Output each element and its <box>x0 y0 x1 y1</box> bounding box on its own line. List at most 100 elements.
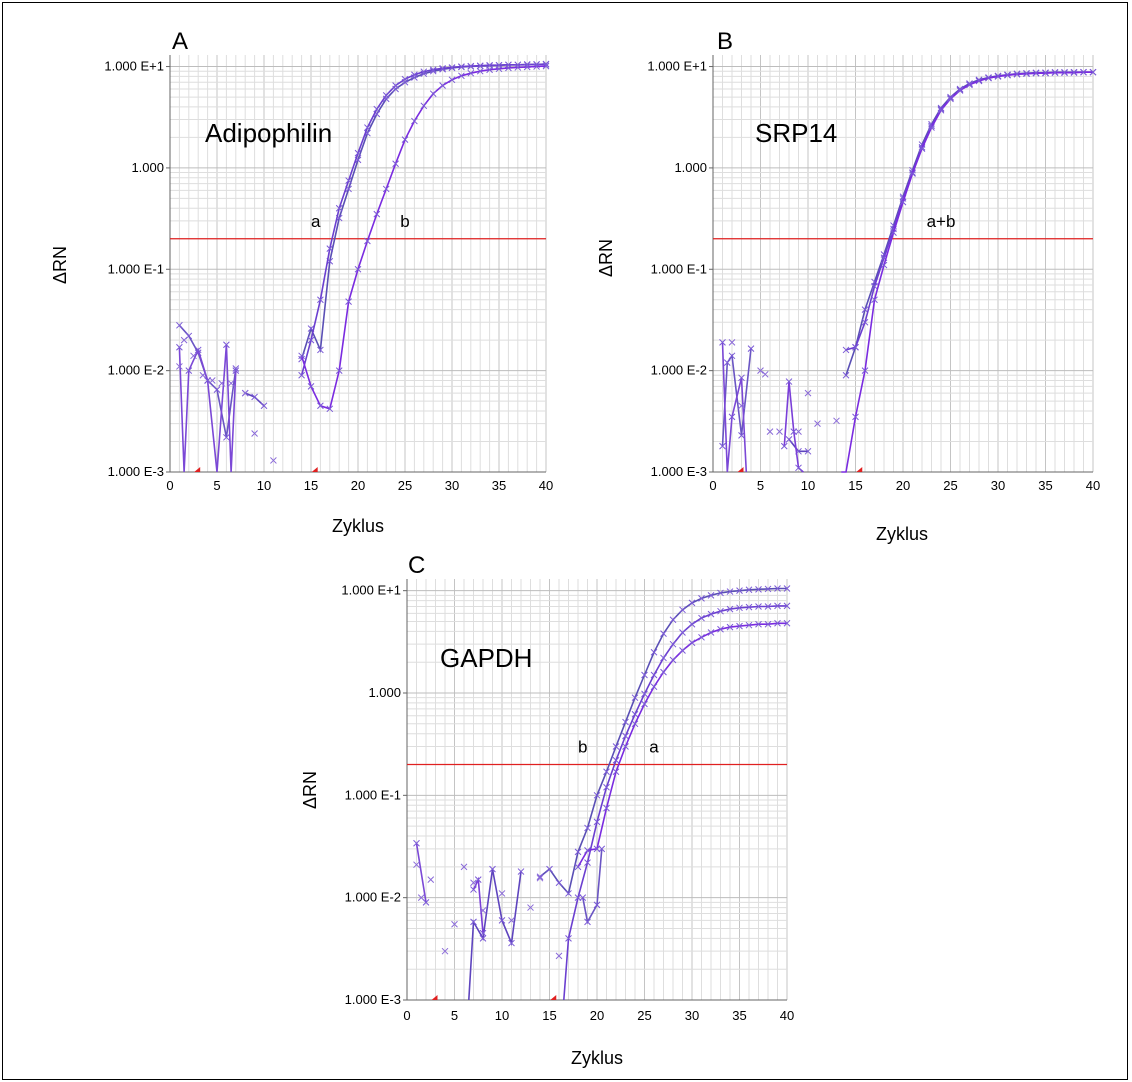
x-tick-label: 10 <box>257 478 271 493</box>
series-line <box>468 868 522 1001</box>
data-point <box>382 91 390 99</box>
x-tick-label: 10 <box>801 478 815 493</box>
data-point <box>584 918 591 926</box>
data-point <box>429 66 437 74</box>
data-point <box>890 229 897 236</box>
data-point <box>317 296 324 304</box>
data-point <box>738 374 745 382</box>
data-point <box>190 352 197 360</box>
data-point <box>679 629 686 636</box>
data-point <box>755 620 762 628</box>
data-point <box>176 363 183 370</box>
data-point <box>719 442 726 450</box>
curve-annotation: a <box>311 212 321 231</box>
data-point <box>593 901 601 909</box>
data-point <box>641 690 648 698</box>
data-point <box>413 839 420 847</box>
data-point <box>498 890 506 897</box>
baseline-marker <box>737 467 744 472</box>
y-tick-label: 1.000 E-3 <box>651 464 707 479</box>
data-point <box>650 648 658 656</box>
data-point <box>1042 69 1049 77</box>
data-point <box>795 464 802 472</box>
data-point <box>354 265 362 273</box>
data-point <box>785 435 793 443</box>
data-point <box>783 619 791 627</box>
x-tick-label: 40 <box>539 478 553 493</box>
data-point <box>460 863 468 871</box>
grid <box>712 55 1094 473</box>
data-point <box>764 585 772 593</box>
data-point <box>783 602 791 610</box>
data-point <box>861 318 869 326</box>
data-point <box>382 185 390 193</box>
data-point <box>780 442 788 450</box>
data-point <box>966 81 973 89</box>
data-point <box>335 367 343 374</box>
data-point <box>420 68 428 76</box>
data-point <box>533 63 540 70</box>
y-tick-label: 1.000 <box>131 160 164 175</box>
x-tick-label: 20 <box>896 478 910 493</box>
data-point <box>411 117 418 125</box>
y-tick-label: 1.000 E-1 <box>345 787 401 802</box>
data-point <box>612 756 620 764</box>
data-point <box>326 245 334 252</box>
data-point <box>470 918 477 926</box>
gene-title: SRP14 <box>755 118 837 148</box>
x-tick-label: 15 <box>304 478 318 493</box>
data-point <box>479 907 487 914</box>
x-tick-label: 20 <box>351 478 365 493</box>
data-point <box>326 405 334 413</box>
curve-annotation: b <box>400 212 409 231</box>
data-point <box>489 865 496 873</box>
data-point <box>232 367 240 374</box>
data-point <box>593 818 601 826</box>
data-point <box>546 865 553 873</box>
data-point <box>439 64 446 72</box>
data-point <box>584 859 591 866</box>
y-tick-label: 1.000 E+1 <box>647 59 707 74</box>
data-point <box>728 352 736 360</box>
data-point <box>451 920 458 928</box>
x-tick-label: 5 <box>757 478 764 493</box>
baseline-marker <box>431 995 438 1000</box>
data-point <box>745 586 753 594</box>
data-point <box>593 791 601 799</box>
data-point <box>411 71 418 79</box>
data-point <box>1023 70 1030 78</box>
data-point <box>871 296 878 304</box>
data-point <box>439 82 446 89</box>
x-tick-label: 30 <box>445 478 459 493</box>
data-point <box>495 65 503 73</box>
curve-annotation: b <box>578 738 587 757</box>
data-point <box>631 720 639 728</box>
data-point <box>994 73 1002 80</box>
data-point <box>669 640 677 648</box>
data-point <box>669 656 677 664</box>
x-tick-label: 30 <box>991 478 1005 493</box>
data-point <box>745 621 753 629</box>
data-point <box>392 82 399 89</box>
data-point <box>909 170 916 177</box>
data-point <box>975 77 983 85</box>
data-point <box>364 237 371 245</box>
data-point <box>232 365 240 372</box>
data-point <box>441 947 449 955</box>
data-point <box>842 346 850 354</box>
panel-letter: B <box>717 28 733 55</box>
data-point <box>448 64 456 71</box>
x-tick-label: 0 <box>709 478 716 493</box>
data-point <box>764 620 772 628</box>
data-point <box>565 935 572 942</box>
data-point <box>401 136 409 144</box>
data-point <box>218 379 226 387</box>
data-point <box>555 879 563 887</box>
data-point <box>505 61 512 69</box>
data-point <box>536 874 544 882</box>
x-tick-label: 15 <box>542 1008 556 1023</box>
data-point <box>774 602 781 610</box>
data-point <box>392 160 399 168</box>
data-point <box>707 591 715 599</box>
